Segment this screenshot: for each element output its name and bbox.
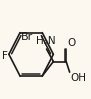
- Text: OH: OH: [70, 73, 86, 83]
- Text: O: O: [67, 38, 75, 48]
- Text: Br: Br: [21, 32, 33, 42]
- Text: F: F: [2, 51, 8, 61]
- Text: H₂N: H₂N: [36, 36, 56, 46]
